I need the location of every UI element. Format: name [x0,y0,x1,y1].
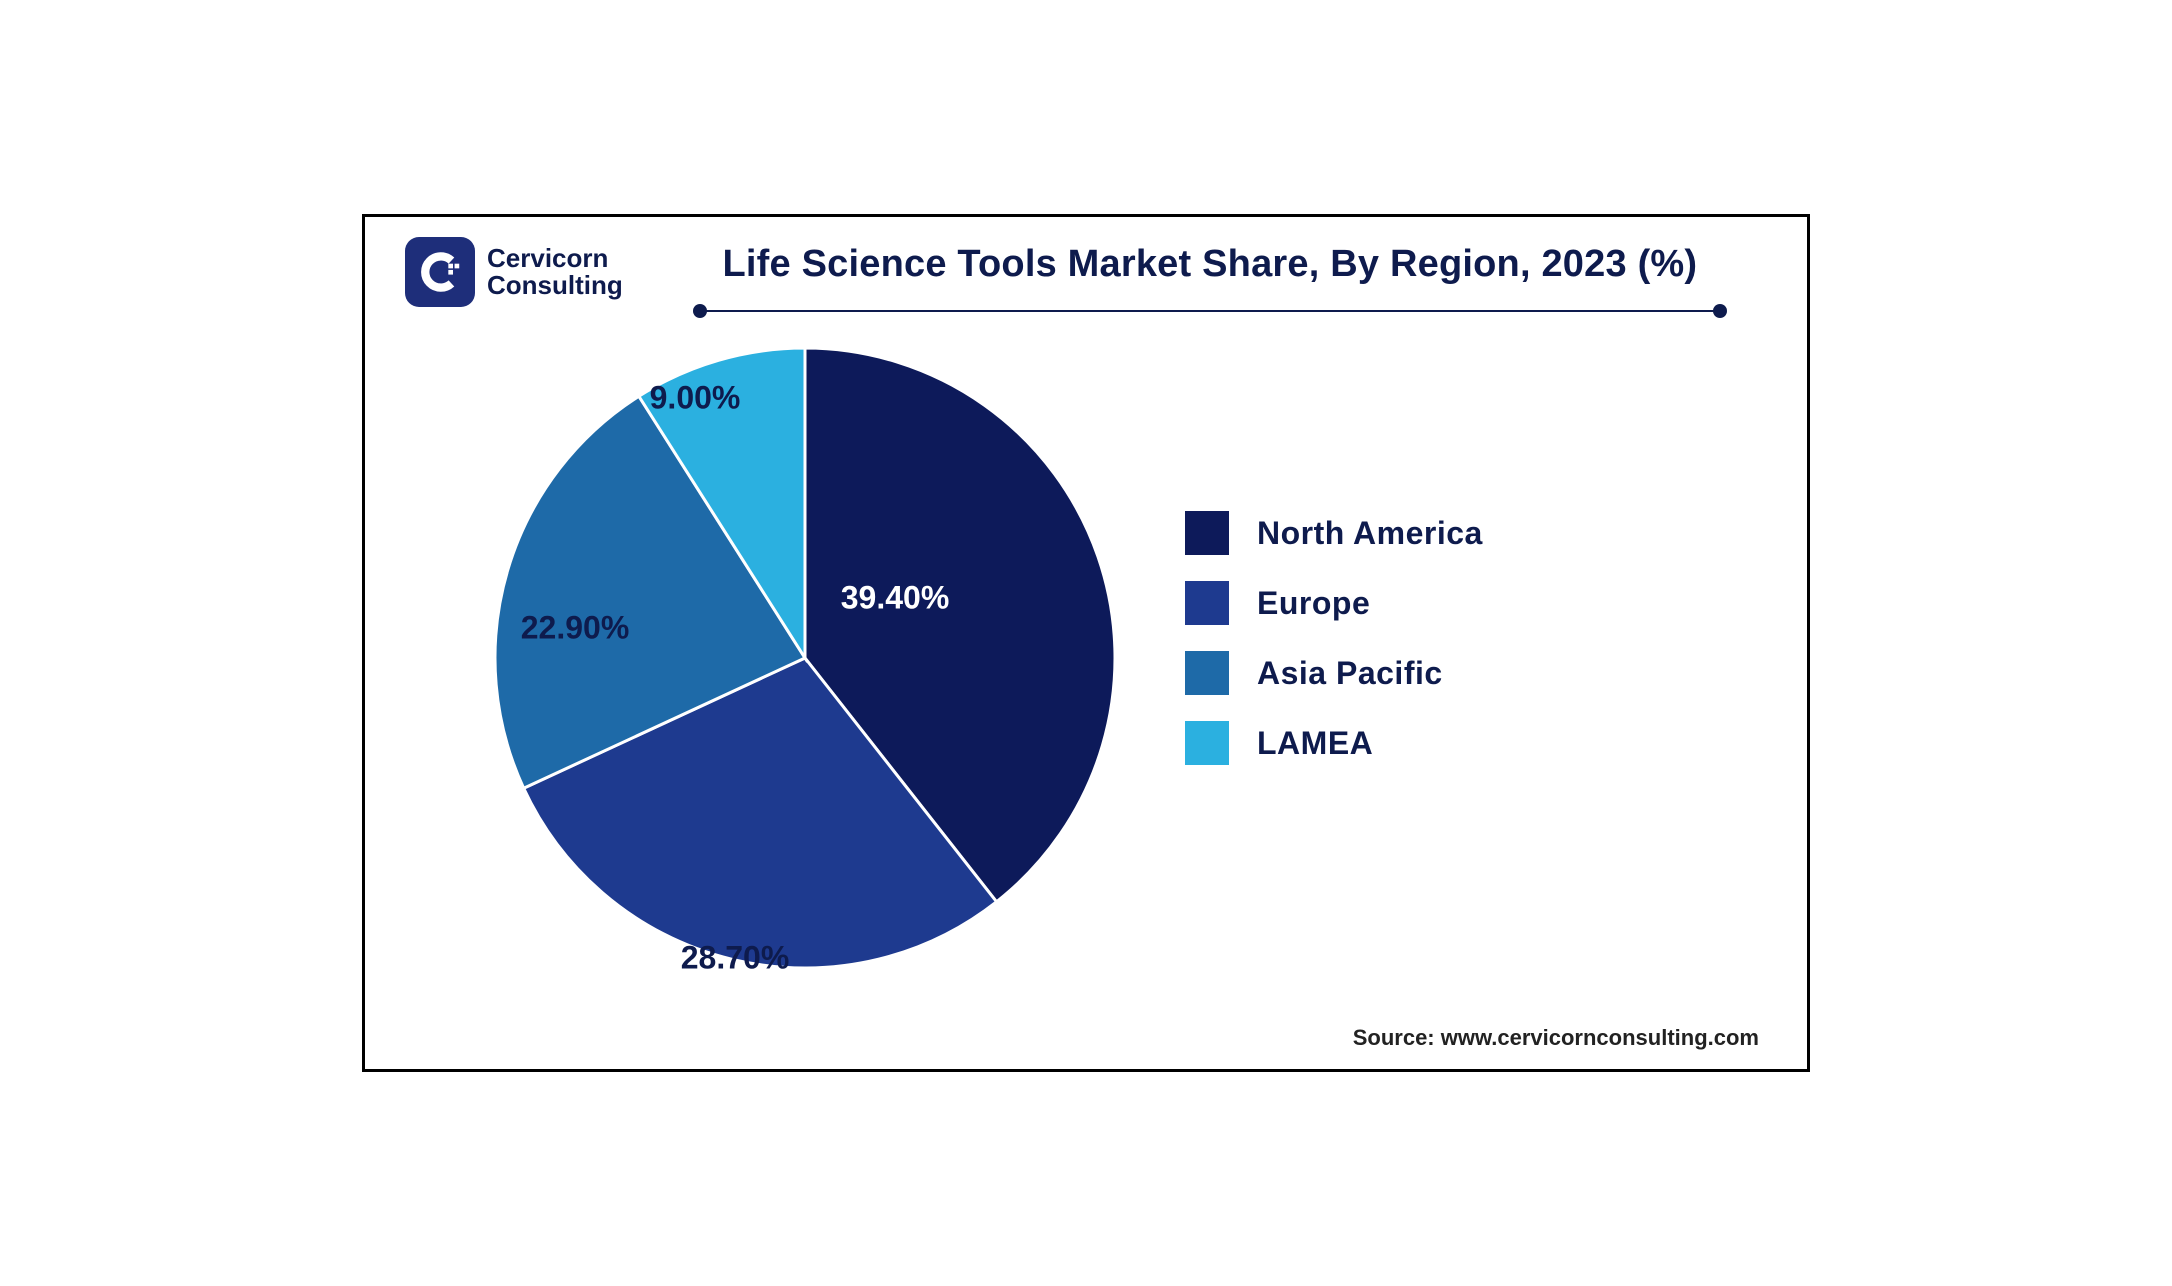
legend-item: Asia Pacific [1185,651,1483,695]
header-row: Cervicorn Consulting Life Science Tools … [405,237,1767,318]
brand-logo: Cervicorn Consulting [405,237,623,307]
divider-bar [700,310,1720,312]
chart-title: Life Science Tools Market Share, By Regi… [653,243,1767,286]
slice-label: 9.00% [650,380,741,417]
logo-text: Cervicorn Consulting [487,245,623,300]
title-divider [700,304,1720,318]
legend-label: Europe [1257,585,1370,622]
logo-mark [405,237,475,307]
legend-item: LAMEA [1185,721,1483,765]
source-line: Source: www.cervicornconsulting.com [1353,1025,1759,1051]
logo-c-icon [414,246,466,298]
pie-chart: 39.40% 28.70% 22.90% 9.00% [485,338,1125,978]
pie-svg [485,338,1125,978]
divider-dot-left [693,304,707,318]
slice-label: 39.40% [841,580,950,617]
legend-item: North America [1185,511,1483,555]
legend-label: North America [1257,515,1483,552]
title-wrap: Life Science Tools Market Share, By Regi… [653,237,1767,318]
legend-swatch [1185,511,1229,555]
legend-swatch [1185,721,1229,765]
divider-dot-right [1713,304,1727,318]
logo-text-line1: Cervicorn [487,245,623,272]
content-row: 39.40% 28.70% 22.90% 9.00% North America Eur… [405,338,1767,978]
legend-swatch [1185,651,1229,695]
logo-text-line2: Consulting [487,272,623,299]
slice-label: 22.90% [521,610,630,647]
chart-frame: Cervicorn Consulting Life Science Tools … [362,214,1810,1072]
slice-label: 28.70% [681,940,790,977]
legend-label: LAMEA [1257,725,1373,762]
legend-label: Asia Pacific [1257,655,1443,692]
legend: North America Europe Asia Pacific LAMEA [1185,511,1483,765]
legend-swatch [1185,581,1229,625]
legend-item: Europe [1185,581,1483,625]
